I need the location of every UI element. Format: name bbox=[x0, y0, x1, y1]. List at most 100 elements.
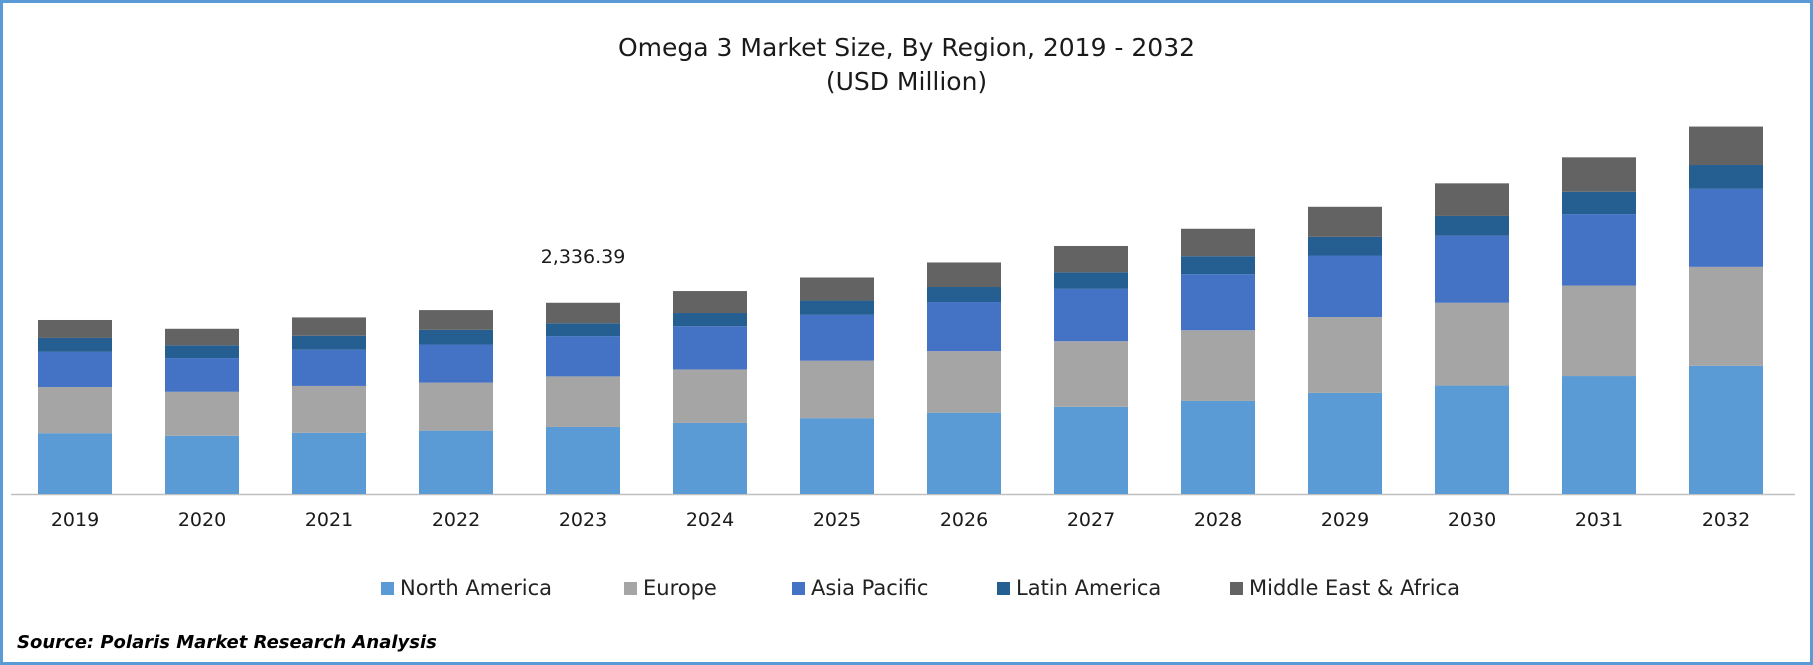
bar-segment-latin-america-2021 bbox=[292, 335, 366, 350]
source-note: Source: Polaris Market Research Analysis bbox=[17, 632, 437, 653]
bar-segment-asia-pacific-2029 bbox=[1308, 255, 1382, 318]
bar-segment-latin-america-2032 bbox=[1689, 165, 1763, 189]
bar-chart-plot: 2019 2020 2021 2022 2023 2024 2025 2026 2027 2028… bbox=[11, 126, 1795, 531]
bar-segment-middle-east-africa-2023 bbox=[546, 302, 620, 324]
x-tick-label: 2029 bbox=[1321, 509, 1369, 531]
x-tick-label: 2021 bbox=[305, 509, 353, 531]
legend-swatch bbox=[997, 581, 1010, 595]
bar-segment-north-america-2028 bbox=[1181, 400, 1255, 494]
bar-segment-europe-2025 bbox=[800, 360, 874, 419]
bar-segment-middle-east-africa-2022 bbox=[419, 310, 493, 330]
bar-segment-asia-pacific-2025 bbox=[800, 314, 874, 361]
x-tick-label: 2022 bbox=[432, 509, 480, 531]
x-tick-label: 2020 bbox=[178, 509, 226, 531]
x-tick-label: 2030 bbox=[1448, 509, 1496, 531]
bar-segment-north-america-2031 bbox=[1562, 376, 1636, 494]
bar-segment-europe-2021 bbox=[292, 385, 366, 433]
legend-item-middle-east-africa: Middle East & Africa bbox=[1230, 576, 1460, 600]
legend-swatch bbox=[381, 581, 394, 595]
bar-segment-asia-pacific-2021 bbox=[292, 349, 366, 386]
bar-segment-latin-america-2023 bbox=[546, 323, 620, 337]
bar-segment-middle-east-africa-2024 bbox=[673, 291, 747, 314]
x-tick-label: 2023 bbox=[559, 509, 607, 531]
chart-legend: North America Europe Asia Pacific Latin Ame… bbox=[3, 576, 1810, 606]
bar-segment-latin-america-2022 bbox=[419, 329, 493, 345]
x-tick-label: 2019 bbox=[51, 509, 99, 531]
bar-segment-middle-east-africa-2028 bbox=[1181, 228, 1255, 257]
bar-segment-asia-pacific-2027 bbox=[1054, 288, 1128, 342]
x-tick-label: 2028 bbox=[1194, 509, 1242, 531]
bar-segment-asia-pacific-2026 bbox=[927, 302, 1001, 352]
legend-label: Europe bbox=[643, 576, 717, 600]
chart-subtitle: (USD Million) bbox=[825, 67, 988, 96]
bar-segment-middle-east-africa-2020 bbox=[165, 328, 239, 346]
bar-segment-latin-america-2020 bbox=[165, 345, 239, 359]
bar-segment-north-america-2023 bbox=[546, 426, 620, 494]
bar-segment-asia-pacific-2024 bbox=[673, 326, 747, 370]
bar-segment-north-america-2032 bbox=[1689, 365, 1763, 494]
bar-segment-middle-east-africa-2031 bbox=[1562, 157, 1636, 192]
bar-segment-north-america-2030 bbox=[1435, 385, 1509, 494]
legend-swatch bbox=[1230, 581, 1243, 595]
x-tick-label: 2031 bbox=[1575, 509, 1623, 531]
bar-segment-middle-east-africa-2030 bbox=[1435, 183, 1509, 216]
bar-segment-europe-2028 bbox=[1181, 330, 1255, 401]
bar-segment-asia-pacific-2028 bbox=[1181, 274, 1255, 331]
bar-segment-europe-2024 bbox=[673, 369, 747, 423]
bar-segment-latin-america-2024 bbox=[673, 313, 747, 327]
bar-segment-europe-2019 bbox=[38, 387, 112, 434]
bar-segment-latin-america-2025 bbox=[800, 300, 874, 315]
bar-segment-latin-america-2026 bbox=[927, 287, 1001, 303]
legend-item-asia-pacific: Asia Pacific bbox=[792, 576, 928, 600]
bar-segment-north-america-2020 bbox=[165, 435, 239, 494]
bar-segment-north-america-2026 bbox=[927, 412, 1001, 494]
bar-segment-north-america-2029 bbox=[1308, 392, 1382, 494]
x-tick-label: 2024 bbox=[686, 509, 734, 531]
bar-segment-asia-pacific-2022 bbox=[419, 344, 493, 383]
bar-segment-middle-east-africa-2019 bbox=[38, 319, 112, 338]
bar-segment-asia-pacific-2019 bbox=[38, 351, 112, 388]
bar-segment-middle-east-africa-2032 bbox=[1689, 126, 1763, 166]
bar-segment-asia-pacific-2030 bbox=[1435, 235, 1509, 303]
bar-segment-latin-america-2030 bbox=[1435, 215, 1509, 236]
bar-segment-asia-pacific-2032 bbox=[1689, 188, 1763, 267]
bar-segment-europe-2030 bbox=[1435, 302, 1509, 386]
bar-segment-asia-pacific-2023 bbox=[546, 336, 620, 377]
x-tick-label: 2032 bbox=[1702, 509, 1750, 531]
bar-segment-latin-america-2031 bbox=[1562, 191, 1636, 215]
bar-segment-north-america-2025 bbox=[800, 418, 874, 494]
bar-segment-europe-2023 bbox=[546, 376, 620, 427]
bar-segment-asia-pacific-2020 bbox=[165, 358, 239, 392]
legend-swatch bbox=[792, 581, 805, 595]
bar-segment-europe-2031 bbox=[1562, 285, 1636, 377]
bar-segment-latin-america-2028 bbox=[1181, 256, 1255, 275]
legend-label: Middle East & Africa bbox=[1249, 576, 1460, 600]
data-label-2023: 2,336.39 bbox=[541, 246, 626, 268]
bar-segment-latin-america-2019 bbox=[38, 337, 112, 352]
bar-segment-middle-east-africa-2025 bbox=[800, 277, 874, 301]
bar-segment-asia-pacific-2031 bbox=[1562, 214, 1636, 286]
bar-segment-europe-2029 bbox=[1308, 317, 1382, 393]
bar-segment-north-america-2022 bbox=[419, 430, 493, 494]
x-tick-label: 2027 bbox=[1067, 509, 1115, 531]
legend-item-north-america: North America bbox=[381, 576, 552, 600]
bar-segment-north-america-2019 bbox=[38, 433, 112, 494]
x-tick-label: 2026 bbox=[940, 509, 988, 531]
bar-segment-middle-east-africa-2021 bbox=[292, 317, 366, 336]
legend-label: Latin America bbox=[1016, 576, 1162, 600]
bar-segment-europe-2022 bbox=[419, 382, 493, 431]
legend-item-europe: Europe bbox=[624, 576, 717, 600]
legend-label: Asia Pacific bbox=[811, 576, 929, 600]
bar-segment-north-america-2021 bbox=[292, 432, 366, 494]
bar-segment-europe-2027 bbox=[1054, 341, 1128, 407]
chart-title: Omega 3 Market Size, By Region, 2019 - 2… bbox=[617, 33, 1196, 62]
bar-segment-north-america-2024 bbox=[673, 422, 747, 494]
legend-label: North America bbox=[400, 576, 553, 600]
bar-segment-middle-east-africa-2029 bbox=[1308, 206, 1382, 237]
bar-segment-middle-east-africa-2026 bbox=[927, 262, 1001, 288]
bar-segment-middle-east-africa-2027 bbox=[1054, 245, 1128, 273]
bar-segment-latin-america-2029 bbox=[1308, 236, 1382, 256]
bar-segment-europe-2026 bbox=[927, 351, 1001, 413]
x-tick-label: 2025 bbox=[813, 509, 861, 531]
